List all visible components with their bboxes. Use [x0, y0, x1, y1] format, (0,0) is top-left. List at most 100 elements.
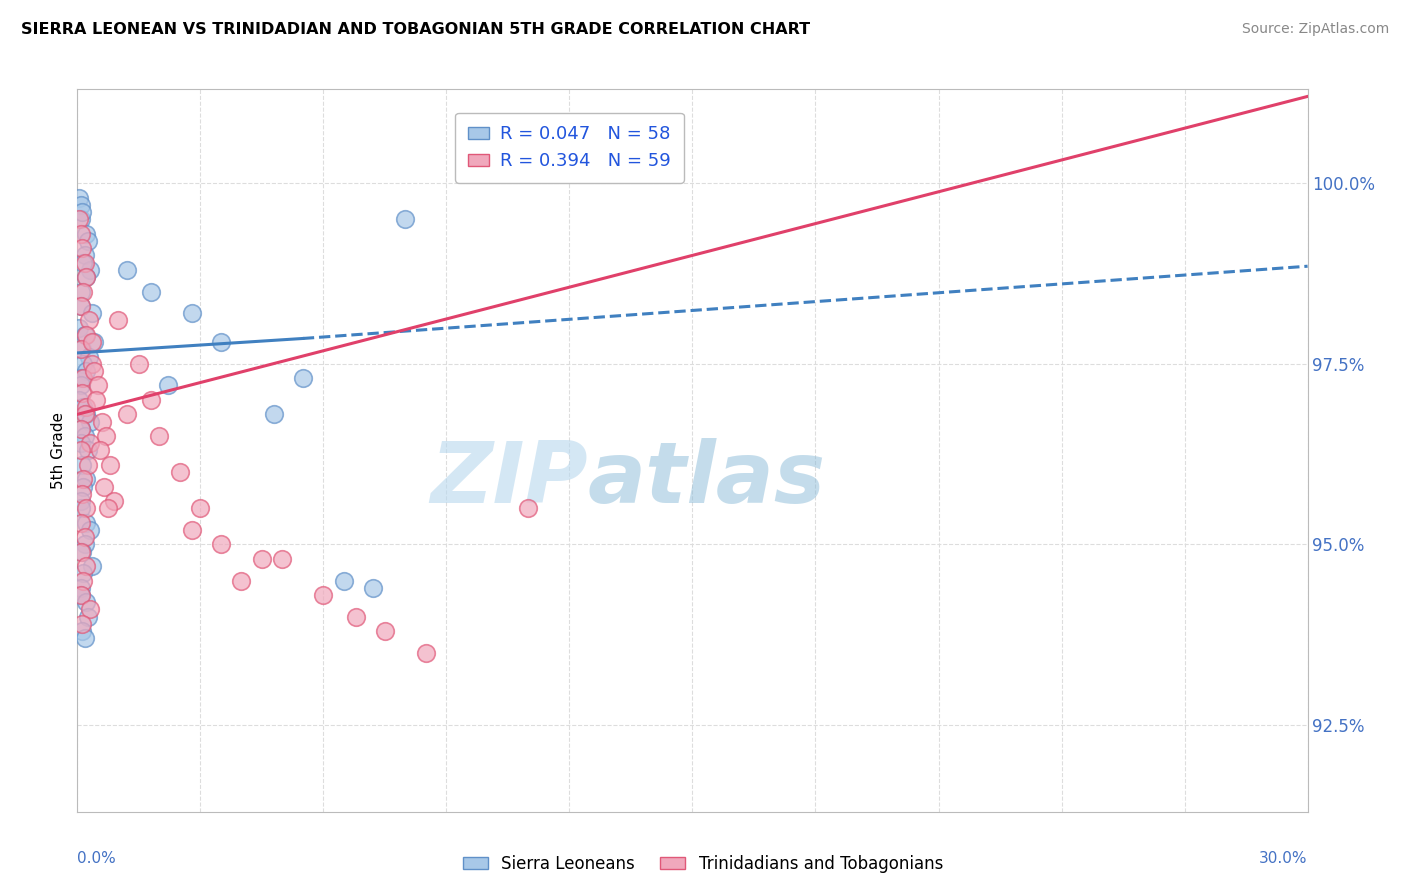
Point [89, 443, 111, 458]
Point [67, 392, 90, 407]
Point [70, 299, 93, 313]
Point [70, 544, 93, 558]
Y-axis label: 5th Grade: 5th Grade [51, 412, 66, 489]
Point [70, 371, 93, 385]
Point [181, 306, 204, 320]
Point [70, 487, 93, 501]
Point [72, 480, 94, 494]
Point [70, 385, 93, 400]
Point [73, 530, 96, 544]
Point [75, 327, 97, 342]
Point [77, 313, 100, 327]
Point [361, 581, 384, 595]
Point [107, 313, 129, 327]
Point [128, 357, 150, 371]
Point [250, 552, 273, 566]
Point [70, 205, 93, 219]
Point [456, 161, 478, 176]
Point [70, 198, 93, 212]
Point [70, 544, 93, 558]
Point [69, 581, 91, 595]
Point [333, 574, 356, 588]
Point [72, 472, 94, 486]
Point [94, 429, 117, 443]
Point [73, 632, 96, 646]
Point [72, 371, 94, 385]
Point [79, 602, 101, 616]
Point [73, 327, 96, 342]
Text: SIERRA LEONEAN VS TRINIDADIAN AND TOBAGONIAN 5TH GRADE CORRELATION CHART: SIERRA LEONEAN VS TRINIDADIAN AND TOBAGO… [21, 22, 810, 37]
Point [69, 212, 91, 227]
Point [87, 378, 110, 392]
Point [73, 248, 96, 262]
Text: Source: ZipAtlas.com: Source: ZipAtlas.com [1241, 22, 1389, 37]
Point [72, 285, 94, 299]
Point [115, 263, 138, 277]
Point [67, 191, 90, 205]
Point [83, 335, 105, 350]
Point [263, 408, 285, 422]
Point [69, 343, 91, 357]
Point [141, 285, 163, 299]
Point [69, 299, 91, 313]
Point [75, 559, 97, 574]
Point [209, 537, 232, 551]
Point [75, 595, 97, 609]
Point [76, 609, 98, 624]
Point [69, 516, 91, 530]
Point [75, 516, 97, 530]
Point [75, 501, 97, 516]
Point [73, 537, 96, 551]
Point [70, 494, 93, 508]
Point [69, 436, 91, 450]
Point [80, 559, 103, 574]
Point [188, 501, 212, 516]
Point [77, 350, 100, 364]
Point [69, 443, 91, 458]
Point [75, 472, 97, 486]
Legend: Sierra Leoneans, Trinidadians and Tobagonians: Sierra Leoneans, Trinidadians and Tobago… [457, 848, 949, 880]
Point [70, 616, 93, 631]
Point [70, 343, 93, 357]
Point [103, 494, 125, 508]
Point [90, 415, 114, 429]
Point [80, 335, 103, 350]
Point [374, 624, 396, 639]
Point [75, 400, 97, 414]
Point [72, 255, 94, 269]
Point [231, 574, 253, 588]
Point [209, 335, 232, 350]
Point [73, 255, 96, 269]
Point [291, 371, 314, 385]
Text: ZIP: ZIP [430, 438, 588, 521]
Point [169, 465, 191, 479]
Point [148, 429, 170, 443]
Point [79, 263, 101, 277]
Point [70, 458, 93, 472]
Point [75, 408, 97, 422]
Point [141, 392, 163, 407]
Point [79, 415, 101, 429]
Point [70, 422, 93, 436]
Point [97, 501, 120, 516]
Point [72, 574, 94, 588]
Point [79, 436, 101, 450]
Point [76, 458, 98, 472]
Point [76, 443, 98, 458]
Point [415, 646, 437, 660]
Point [93, 480, 115, 494]
Point [75, 364, 97, 378]
Point [70, 241, 93, 255]
Point [84, 392, 107, 407]
Text: 0.0%: 0.0% [77, 852, 117, 866]
Point [98, 458, 121, 472]
Point [312, 588, 335, 602]
Point [69, 227, 91, 241]
Point [156, 378, 179, 392]
Point [70, 422, 93, 436]
Point [72, 400, 94, 414]
Point [70, 285, 93, 299]
Point [72, 566, 94, 581]
Point [517, 501, 540, 516]
Point [79, 523, 101, 537]
